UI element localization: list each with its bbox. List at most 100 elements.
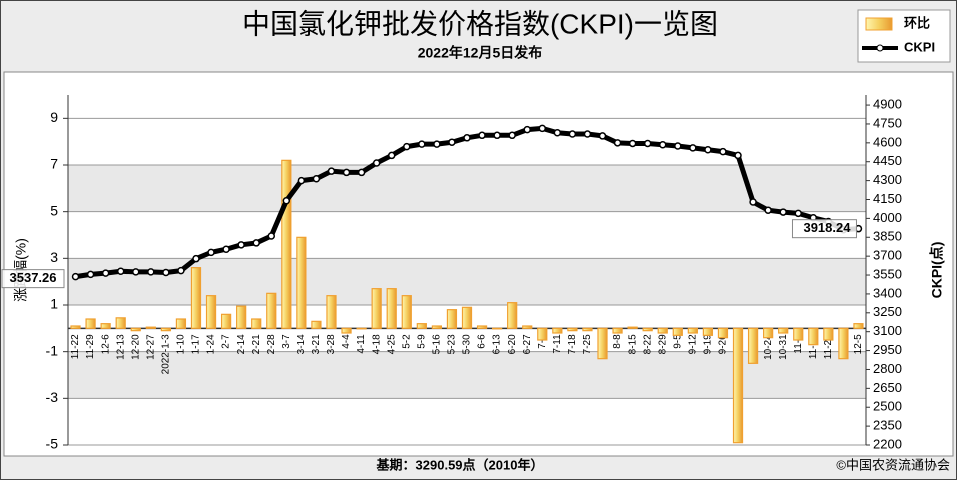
y2-tick-label: 3250 (873, 304, 902, 319)
x-tick-label: 3-28 (326, 334, 337, 354)
x-tick-label: 6-27 (522, 334, 533, 354)
x-tick-label: 10-31 (778, 334, 789, 360)
legend-swatch (865, 17, 893, 31)
marker (478, 131, 486, 140)
y2-tick-label: 3400 (873, 285, 902, 300)
y2-tick-label: 3550 (873, 266, 902, 281)
marker (794, 209, 802, 218)
x-tick-label: 9-12 (687, 334, 698, 354)
x-tick-label: 12-20 (130, 334, 141, 360)
band (68, 351, 866, 399)
x-tick-label: 7-18 (567, 334, 578, 354)
x-tick-label: 12-13 (115, 334, 126, 360)
bar (85, 318, 96, 329)
bar (567, 327, 578, 332)
marker (613, 139, 622, 147)
marker (297, 176, 306, 185)
x-tick-label: 9-5 (672, 334, 683, 349)
marker (598, 132, 607, 140)
x-tick-label: 1-17 (191, 334, 202, 354)
x-tick-label: 7-4 (537, 334, 548, 349)
bar (476, 325, 488, 329)
marker (312, 174, 321, 183)
value-label-box (1, 269, 65, 289)
bar (642, 327, 653, 332)
x-tick-label: 12-6 (100, 334, 111, 354)
marker (508, 131, 516, 140)
y2-tick-label: 4900 (873, 97, 902, 112)
y2-tick-label: 2650 (873, 380, 902, 395)
marker (689, 144, 697, 152)
x-tick-label: 1-24 (206, 334, 217, 354)
bar (823, 327, 834, 341)
x-tick-label: 3-14 (296, 334, 307, 354)
bar (311, 320, 322, 329)
marker (162, 268, 170, 277)
source: ©中国农资流通协会 (836, 457, 950, 472)
x-tick-label: 4-4 (341, 334, 352, 349)
bar (763, 327, 774, 339)
marker (538, 124, 547, 133)
bar (130, 327, 141, 332)
marker (553, 129, 562, 137)
x-tick-label: 8-22 (642, 334, 653, 354)
x-tick-label: 5-30 (462, 334, 473, 354)
x-tick-label: 3-7 (281, 334, 292, 349)
bar (296, 236, 307, 329)
bar (236, 305, 247, 329)
marker (433, 140, 441, 148)
bar (853, 323, 864, 329)
x-tick-label: 6-6 (477, 334, 488, 349)
marker (192, 254, 200, 263)
x-tick-label: 1-10 (176, 334, 187, 354)
x-tick-label: 11-29 (85, 334, 96, 359)
chart-title: 中国氯化钾批发价格指数(CKPI)一览图 (242, 8, 718, 39)
x-tick-label: 11-22 (70, 334, 81, 359)
bar (747, 327, 759, 364)
bar (326, 295, 337, 329)
x-tick-label: 12-5 (853, 334, 864, 354)
x-tick-label: 6-20 (507, 334, 518, 354)
marker (568, 130, 577, 138)
x-tick-label: 8-15 (627, 334, 638, 354)
y-tick-label: -3 (46, 389, 59, 405)
x-tick-label: 5-23 (447, 334, 458, 354)
marker (658, 140, 667, 149)
x-tick-label: 5-16 (432, 334, 443, 354)
marker (222, 245, 230, 253)
x-tick-label: 4-18 (371, 334, 382, 354)
bar (401, 295, 412, 329)
marker (357, 168, 366, 177)
marker (342, 168, 351, 177)
marker (101, 269, 110, 277)
footnote: 基期：3290.59点（2010年） (376, 457, 544, 472)
x-tick-label: 9-26 (718, 334, 729, 354)
x-tick-label: 2-7 (221, 334, 232, 349)
bar (205, 295, 217, 329)
marker (764, 206, 772, 214)
bar (657, 327, 668, 334)
marker (674, 142, 682, 150)
y2-tick-label: 3700 (873, 248, 902, 263)
y-tick-label: -1 (46, 342, 59, 358)
x-tick-label: 7-25 (582, 334, 593, 354)
y-tick-label: 5 (50, 202, 58, 218)
bar (552, 327, 563, 334)
bar (597, 327, 608, 360)
marker (463, 134, 471, 142)
value-label-box (791, 219, 857, 239)
bar (70, 325, 81, 329)
x-tick-label: 11-14 (808, 334, 819, 359)
y2-tick-label: 2500 (873, 399, 902, 414)
marker (387, 151, 396, 160)
marker (403, 142, 411, 151)
marker (132, 268, 140, 276)
x-tick-label: 3-21 (311, 334, 322, 354)
legend-label: CKPI (904, 39, 935, 54)
bar (687, 327, 698, 334)
bar (341, 327, 352, 334)
y2-axis-title: CKPI(点) (929, 242, 945, 299)
marker (779, 208, 787, 216)
x-tick-label: 2-21 (251, 334, 262, 354)
y-tick-label: -5 (46, 436, 59, 452)
